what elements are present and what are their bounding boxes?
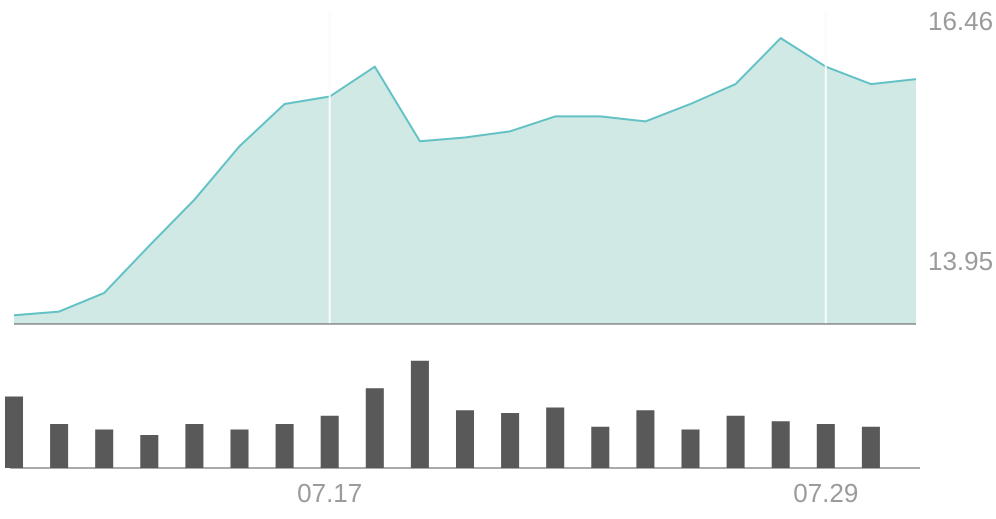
volume-bar: [185, 424, 203, 468]
x-label: 07.17: [297, 478, 362, 508]
y-min-label: 13.95: [928, 246, 993, 276]
volume-bar: [50, 424, 68, 468]
volume-bar: [727, 416, 745, 468]
volume-bar: [681, 430, 699, 469]
volume-bar: [230, 430, 248, 469]
volume-bar: [456, 410, 474, 468]
volume-bar: [411, 361, 429, 468]
chart-svg: 16.46 13.95 07.17 07.29: [0, 0, 996, 519]
volume-bar: [591, 427, 609, 468]
volume-bar: [5, 397, 23, 469]
volume-bar: [817, 424, 835, 468]
volume-bar: [321, 416, 339, 468]
price-volume-chart: 16.46 13.95 07.17 07.29: [0, 0, 996, 519]
volume-bar: [546, 408, 564, 469]
y-max-label: 16.46: [928, 6, 993, 36]
x-label: 07.29: [793, 478, 858, 508]
volume-bar: [95, 430, 113, 469]
volume-bar: [862, 427, 880, 468]
volume-bar: [366, 388, 384, 468]
volume-bar: [276, 424, 294, 468]
price-area: [14, 38, 916, 324]
volume-bar: [772, 421, 790, 468]
volume-bar: [140, 435, 158, 468]
volume-bar: [501, 413, 519, 468]
volume-bar: [636, 410, 654, 468]
